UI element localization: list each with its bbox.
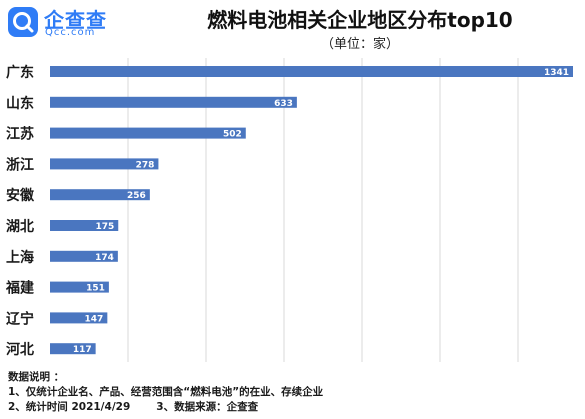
category-label: 辽宁: [6, 310, 34, 327]
category-label: 江苏: [6, 126, 34, 143]
qcc-logo: 企查查 Qcc.com: [8, 6, 148, 40]
notes-line-1: 1、仅统计企业名、产品、经营范围含“燃料电池”的在业、存续企业: [8, 386, 324, 398]
bar: [50, 312, 108, 324]
notes-stat-time: 2、统计时间 2021/4/29: [8, 401, 131, 413]
bar: [50, 281, 109, 293]
category-label: 广东: [6, 64, 34, 81]
category-label: 河北: [6, 341, 34, 358]
data-label: 633: [274, 99, 293, 109]
notes-line-2: 2、统计时间 2021/4/29 3、数据来源：企查查: [8, 400, 323, 415]
bar: [50, 66, 573, 77]
logo-text-cn: 企查查: [44, 8, 107, 32]
grid-lines: [127, 58, 519, 362]
data-label: 1341: [544, 68, 569, 78]
bar-chart: 1341 633 502 278 256 175 174 151 147 117 广东山东江苏浙江…: [5, 58, 573, 362]
data-label: 502: [223, 130, 242, 140]
category-label: 浙江: [6, 156, 34, 173]
chart-title: 燃料电池相关企业地区分布top10: [207, 8, 513, 32]
notes-source: 3、数据来源：企查查: [156, 401, 259, 413]
bar: [50, 96, 297, 108]
category-label: 安徽: [6, 187, 35, 204]
category-label: 上海: [6, 249, 34, 266]
data-label: 174: [95, 253, 114, 263]
bar: [50, 158, 159, 170]
data-label: 151: [86, 284, 105, 294]
qcc-logo-icon: [8, 7, 38, 37]
data-label: 147: [85, 314, 104, 324]
chart-subtitle: （单位：家）: [320, 37, 399, 52]
data-notes: 数据说明 ： 1、仅统计企业名、产品、经营范围含“燃料电池”的在业、存续企业 2…: [8, 370, 323, 415]
notes-heading: 数据说明 ：: [8, 371, 65, 383]
category-label: 山东: [6, 95, 34, 112]
logo-text-en: Qcc.com: [45, 27, 96, 38]
category-label: 福建: [5, 280, 34, 297]
bar: [50, 250, 118, 262]
bar-series: 1341 633 502 278 256 175 174 151 147 117: [50, 66, 573, 355]
bar: [50, 127, 246, 139]
bar: [50, 220, 119, 231]
category-label: 湖北: [6, 219, 34, 235]
data-label: 175: [95, 222, 114, 232]
data-label: 256: [127, 191, 146, 201]
bar: [50, 189, 150, 201]
bar: [50, 343, 96, 355]
data-label: 117: [73, 345, 92, 355]
data-label: 278: [136, 160, 155, 170]
